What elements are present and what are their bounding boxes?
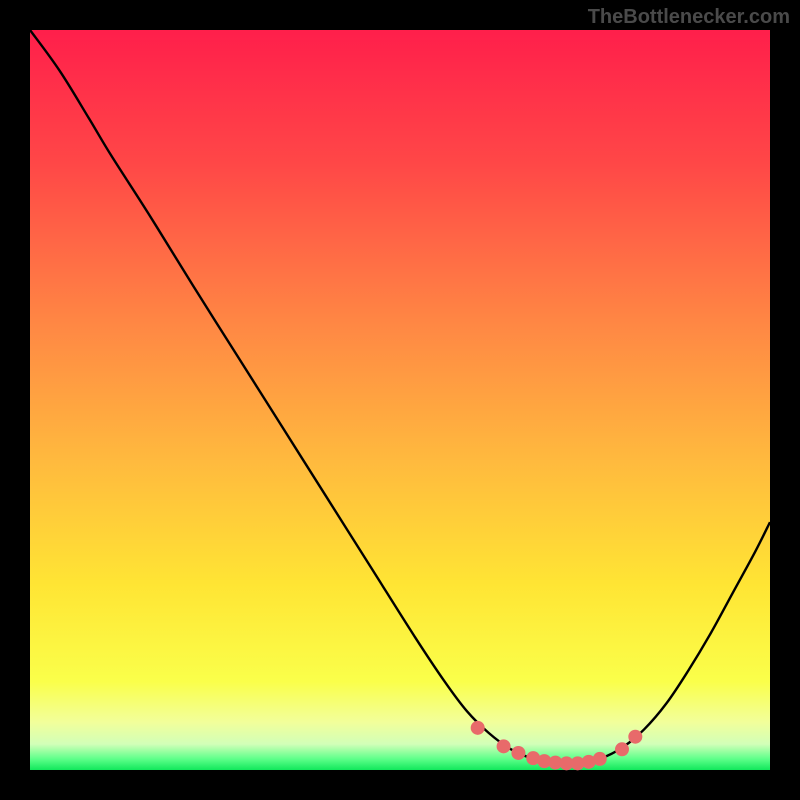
marker-dot (615, 742, 629, 756)
curve-layer (30, 30, 770, 770)
marker-dot (593, 752, 607, 766)
marker-dot (471, 721, 485, 735)
marker-dot (511, 746, 525, 760)
plot-area (30, 30, 770, 770)
marker-dot (628, 730, 642, 744)
highlight-markers (471, 721, 643, 771)
bottleneck-curve (30, 30, 770, 765)
marker-dot (497, 739, 511, 753)
watermark: TheBottlenecker.com (588, 6, 790, 29)
